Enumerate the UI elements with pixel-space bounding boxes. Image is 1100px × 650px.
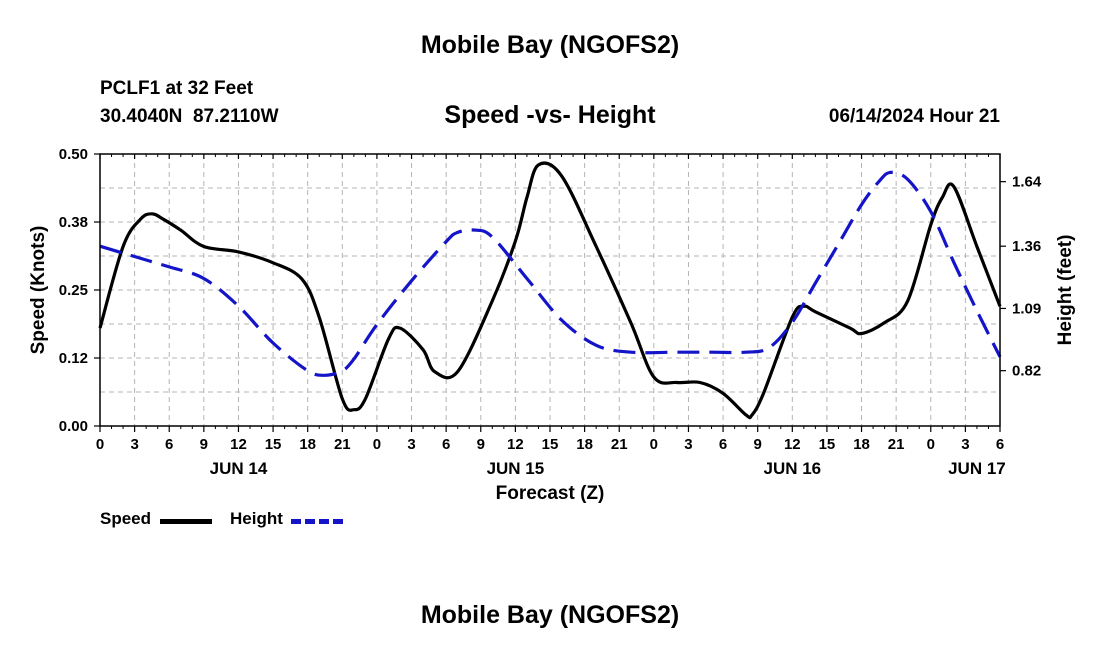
height-series-line — [99, 170, 1002, 377]
x-tick-label: 12 — [230, 436, 247, 453]
y-tick-label: 0.25 — [59, 282, 88, 299]
date-label: JUN 14 — [210, 459, 268, 478]
x-tick-label: 12 — [507, 436, 524, 453]
x-tick-label: 0 — [650, 436, 658, 453]
x-axis-title: Forecast (Z) — [496, 483, 605, 504]
station-label: PCLF1 at 32 Feet — [100, 78, 254, 99]
x-tick-label: 0 — [927, 436, 935, 453]
x-tick-label: 18 — [853, 436, 870, 453]
x-tick-label: 18 — [299, 436, 316, 453]
x-tick-label: 21 — [888, 436, 905, 453]
chart-subtitle: Speed -vs- Height — [444, 101, 656, 129]
x-tick-label: 3 — [130, 436, 138, 453]
x-tick-label: 15 — [265, 436, 282, 453]
x-tick-label: 0 — [373, 436, 381, 453]
series-layer — [98, 161, 1002, 420]
station-coordinates: 30.4040N 87.2110W — [100, 106, 279, 127]
y-tick-label: 0.12 — [59, 350, 88, 367]
date-label: JUN 16 — [763, 459, 821, 478]
y2-tick-label: 1.09 — [1012, 300, 1041, 317]
y-tick-label: 0.50 — [59, 146, 88, 163]
x-tick-label: 3 — [407, 436, 415, 453]
x-tick-label: 6 — [165, 436, 173, 453]
x-tick-label: 3 — [684, 436, 692, 453]
y2-tick-label: 0.82 — [1012, 363, 1041, 380]
legend-height-swatch — [291, 519, 343, 524]
y-tick-label: 0.00 — [59, 418, 88, 435]
x-tick-label: 9 — [754, 436, 762, 453]
x-tick-label: 15 — [819, 436, 836, 453]
y2-tick-label: 1.36 — [1012, 238, 1041, 255]
x-tick-label: 6 — [996, 436, 1004, 453]
x-tick-label: 3 — [961, 436, 969, 453]
x-tick-label: 18 — [576, 436, 593, 453]
x-tick-label: 6 — [719, 436, 727, 453]
x-tick-label: 6 — [442, 436, 450, 453]
x-tick-label: 9 — [200, 436, 208, 453]
speed-series-line — [98, 161, 1002, 420]
date-label: JUN 15 — [487, 459, 545, 478]
y-tick-label: 0.38 — [59, 214, 88, 231]
legend-speed-label: Speed — [100, 509, 152, 528]
x-tick-label: 0 — [96, 436, 104, 453]
y-axis-title: Speed (Knots) — [28, 226, 49, 355]
x-tick-label: 9 — [477, 436, 485, 453]
footer-title: Mobile Bay (NGOFS2) — [420, 601, 680, 629]
legend-speed-swatch — [160, 519, 212, 524]
x-tick-label: 21 — [334, 436, 351, 453]
legend-height-label: Height — [230, 509, 283, 528]
x-tick-label: 21 — [611, 436, 628, 453]
chart-title: Mobile Bay (NGOFS2) — [420, 31, 680, 59]
x-tick-label: 12 — [784, 436, 801, 453]
grid — [100, 154, 1000, 426]
date-label: JUN 17 — [948, 459, 1006, 478]
forecast-timestamp: 06/14/2024 Hour 21 — [828, 106, 1000, 127]
y2-axis-title: Height (feet) — [1055, 235, 1076, 346]
axes: 0 3 6 9 12 15 18 21 0 3 6 9 12 15 18 21 0 3 6 9 12 15 18 21 0 3 6 J… — [59, 146, 1042, 478]
y2-tick-label: 1.64 — [1012, 174, 1042, 191]
x-tick-label: 15 — [542, 436, 559, 453]
